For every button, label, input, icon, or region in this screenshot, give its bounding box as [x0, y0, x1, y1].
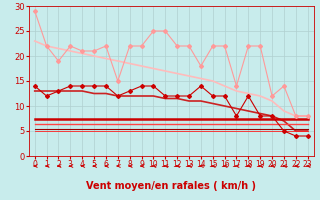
- Text: Vent moyen/en rafales ( km/h ): Vent moyen/en rafales ( km/h ): [86, 181, 256, 191]
